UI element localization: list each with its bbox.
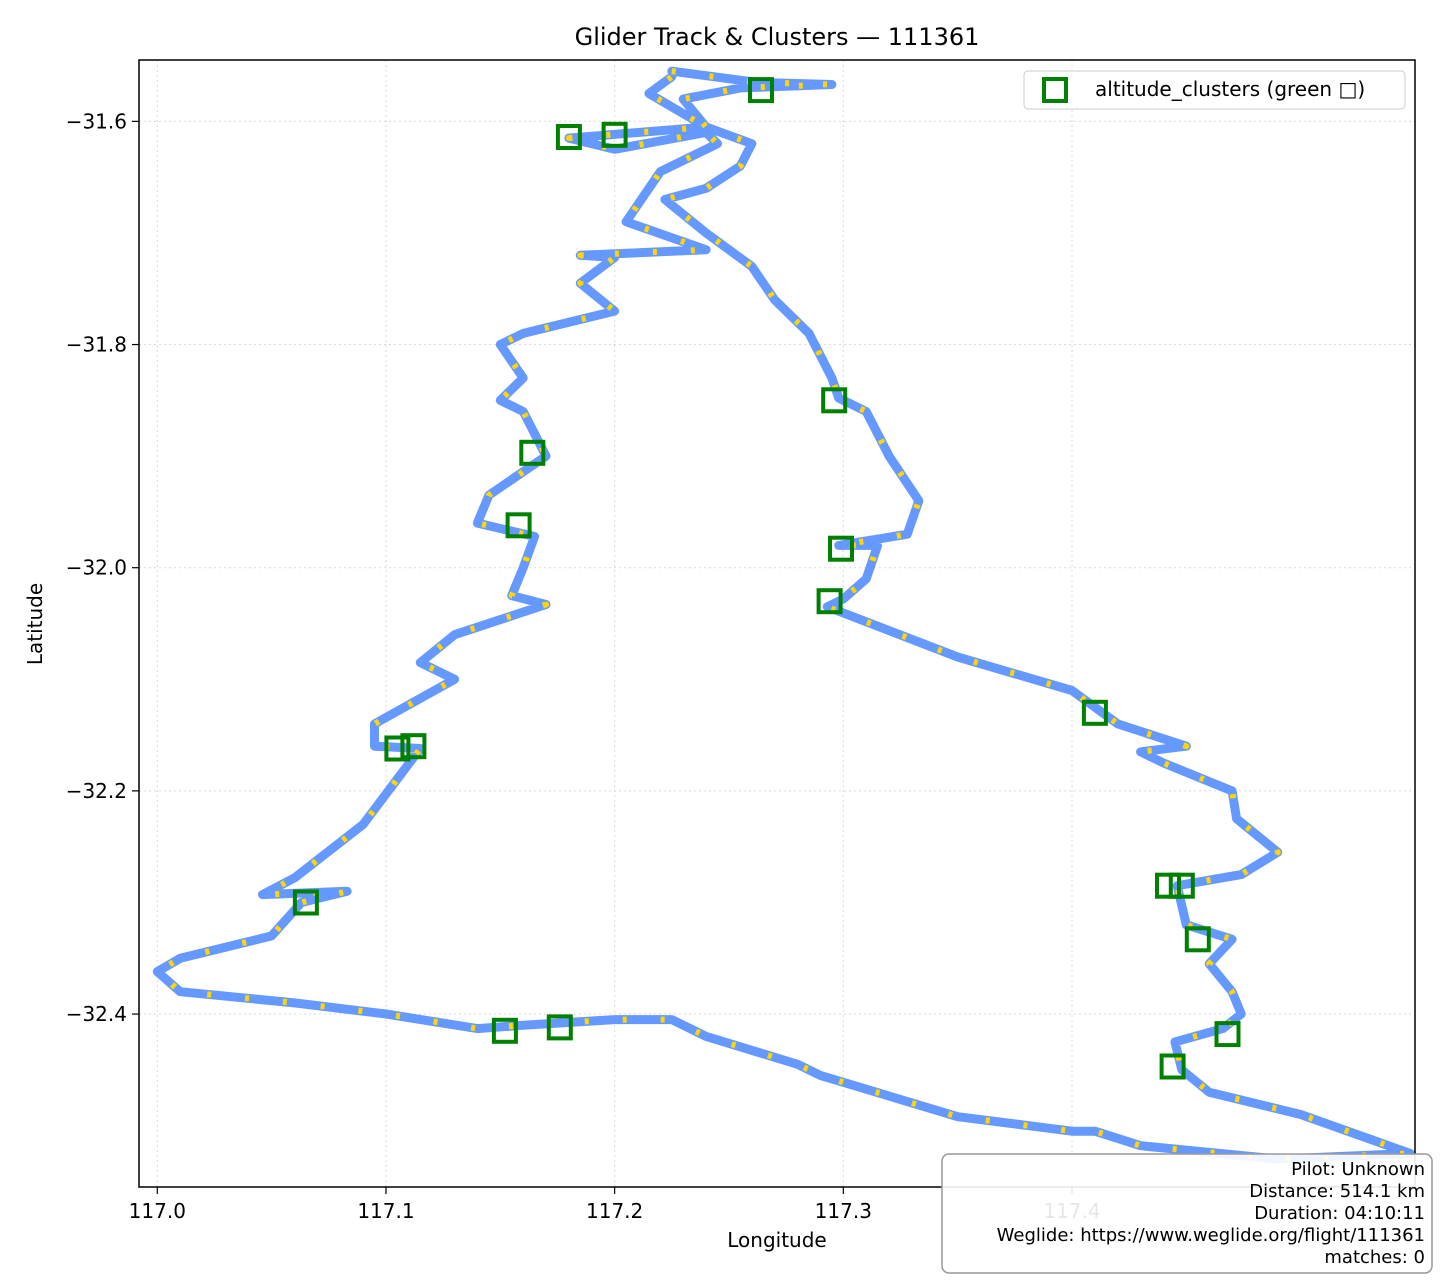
track-line [152, 66, 1415, 1164]
grid [139, 60, 1415, 1187]
cluster-marker-0 [748, 77, 774, 104]
cluster-marker-10 [400, 733, 427, 760]
legend-cluster-marker [1042, 77, 1068, 103]
info-box-frame [941, 1153, 1433, 1274]
legend: altitude_clusters (green □) [1023, 70, 1406, 110]
cluster-marker-11 [292, 889, 319, 916]
info-matches: matches: 0 [1324, 1247, 1425, 1268]
cluster-marker-4 [519, 439, 546, 466]
chart-title: Glider Track & Clusters — 111361 [575, 23, 980, 51]
cluster-marker-6 [828, 535, 854, 562]
altitude-clusters [292, 77, 1241, 1080]
x-tick-label-1: 117.1 [357, 1199, 414, 1223]
y-tick-label-0: −31.6 [66, 109, 127, 133]
x-tick-label-3: 117.3 [815, 1199, 872, 1223]
cluster-marker-14 [1184, 926, 1211, 953]
info-distance: Distance: 514.1 km [1249, 1181, 1425, 1202]
legend-box [1023, 70, 1406, 110]
cluster-marker-13 [1168, 872, 1195, 899]
cluster-marker-12 [1155, 872, 1181, 899]
cluster-marker-18 [546, 1014, 573, 1041]
cluster-marker-16 [1159, 1053, 1186, 1080]
x-axis-label: Longitude [727, 1228, 826, 1252]
cluster-marker-7 [816, 588, 843, 615]
x-tick-label-0: 117.0 [129, 1199, 186, 1223]
info-weglide: Weglide: https://www.weglide.org/flight/… [997, 1225, 1425, 1246]
cluster-marker-15 [1214, 1021, 1241, 1048]
y-axis-label: Latitude [23, 583, 47, 665]
cluster-marker-8 [1081, 699, 1108, 726]
cluster-marker-1 [555, 124, 582, 150]
info-pilot: Pilot: Unknown [1291, 1159, 1425, 1180]
info-box: Pilot: Unknown Distance: 514.1 km Durati… [941, 1153, 1433, 1274]
y-tick-label-4: −32.4 [66, 1002, 127, 1026]
cluster-marker-3 [821, 387, 848, 414]
y-axis-ticks: −31.6 −31.8 −32.0 −32.2 −32.4 [66, 109, 139, 1026]
cluster-marker-2 [601, 121, 628, 148]
cluster-marker-17 [491, 1017, 518, 1044]
glider-track [152, 66, 1415, 1164]
y-tick-label-1: −31.8 [66, 333, 127, 357]
y-tick-label-3: −32.2 [66, 779, 127, 803]
track-highlight-line [154, 68, 1414, 1163]
info-duration: Duration: 04:10:11 [1254, 1203, 1425, 1224]
legend-label-altitude-clusters: altitude_clusters (green □) [1095, 77, 1365, 101]
y-tick-label-2: −32.0 [66, 556, 127, 580]
x-tick-label-2: 117.2 [586, 1199, 643, 1223]
cluster-marker-5 [505, 512, 532, 539]
cluster-marker-9 [384, 735, 411, 762]
plot-frame [138, 59, 1416, 1188]
